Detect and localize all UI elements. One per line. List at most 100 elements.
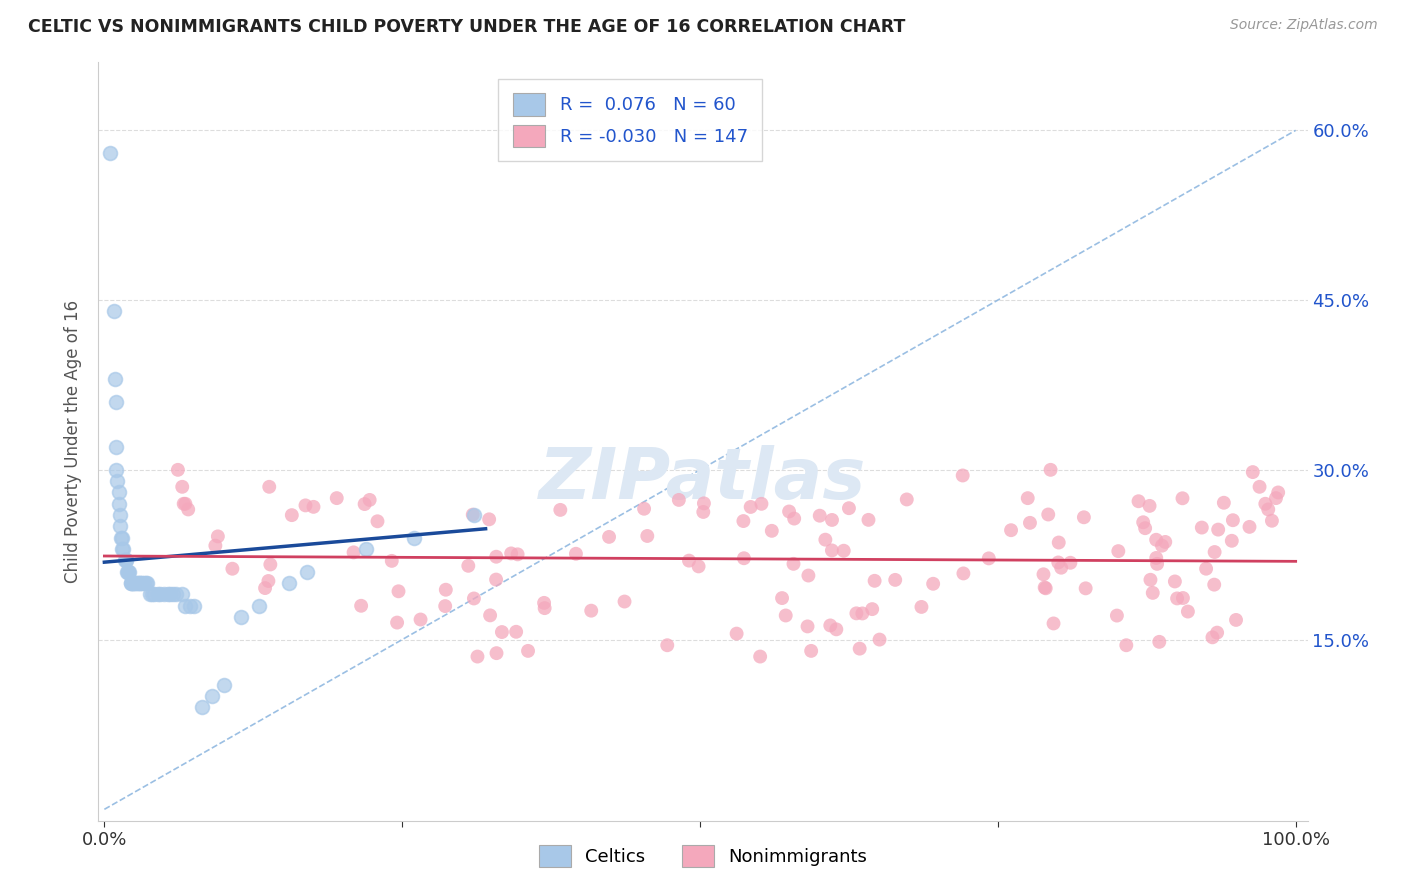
- Point: [162, 587, 184, 601]
- Point: [149, 587, 172, 601]
- Point: [200, 689, 222, 703]
- Point: [517, 644, 540, 658]
- Point: [111, 531, 134, 545]
- Point: [1146, 557, 1168, 571]
- Point: [138, 587, 160, 601]
- Point: [141, 587, 163, 601]
- Point: [1142, 586, 1164, 600]
- Text: CELTIC VS NONIMMIGRANTS CHILD POVERTY UNDER THE AGE OF 16 CORRELATION CHART: CELTIC VS NONIMMIGRANTS CHILD POVERTY UN…: [28, 18, 905, 36]
- Point: [1257, 502, 1279, 516]
- Point: [359, 492, 381, 507]
- Point: [1144, 533, 1167, 547]
- Point: [800, 644, 823, 658]
- Point: [153, 587, 176, 601]
- Point: [120, 576, 142, 591]
- Point: [501, 546, 523, 560]
- Point: [136, 576, 159, 591]
- Point: [165, 587, 187, 601]
- Point: [533, 601, 555, 615]
- Point: [478, 512, 501, 526]
- Point: [257, 574, 280, 588]
- Point: [259, 558, 281, 572]
- Point: [952, 468, 974, 483]
- Point: [1150, 539, 1173, 553]
- Point: [1144, 551, 1167, 566]
- Point: [770, 591, 793, 605]
- Point: [485, 646, 508, 660]
- Point: [434, 599, 457, 613]
- Point: [114, 553, 136, 567]
- Point: [1254, 497, 1277, 511]
- Point: [733, 514, 755, 528]
- Text: Source: ZipAtlas.com: Source: ZipAtlas.com: [1230, 18, 1378, 32]
- Point: [281, 508, 304, 523]
- Point: [1225, 613, 1247, 627]
- Point: [761, 524, 783, 538]
- Point: [112, 542, 135, 557]
- Point: [814, 533, 837, 547]
- Point: [254, 581, 277, 595]
- Point: [117, 565, 139, 579]
- Point: [132, 576, 155, 591]
- Point: [808, 508, 831, 523]
- Point: [778, 504, 800, 518]
- Point: [485, 573, 508, 587]
- Point: [1149, 635, 1171, 649]
- Legend: R =  0.076   N = 60, R = -0.030   N = 147: R = 0.076 N = 60, R = -0.030 N = 147: [499, 79, 762, 161]
- Point: [159, 587, 181, 601]
- Point: [1206, 523, 1229, 537]
- Point: [177, 502, 200, 516]
- Point: [104, 372, 127, 386]
- Point: [98, 145, 121, 160]
- Point: [366, 514, 388, 528]
- Point: [156, 587, 179, 601]
- Point: [127, 576, 149, 591]
- Point: [461, 508, 484, 522]
- Point: [1000, 523, 1022, 537]
- Point: [1042, 616, 1064, 631]
- Point: [1204, 577, 1226, 591]
- Point: [1212, 496, 1234, 510]
- Point: [749, 649, 772, 664]
- Point: [505, 624, 527, 639]
- Point: [1059, 556, 1081, 570]
- Point: [135, 576, 157, 591]
- Point: [129, 576, 152, 591]
- Point: [129, 576, 152, 591]
- Point: [342, 545, 364, 559]
- Point: [121, 576, 143, 591]
- Point: [204, 539, 226, 553]
- Point: [845, 607, 868, 621]
- Point: [105, 395, 128, 409]
- Point: [1047, 556, 1070, 570]
- Point: [179, 599, 201, 613]
- Point: [259, 480, 281, 494]
- Point: [172, 480, 194, 494]
- Point: [247, 599, 270, 613]
- Point: [107, 485, 129, 500]
- Point: [783, 511, 806, 525]
- Point: [231, 610, 253, 624]
- Point: [114, 553, 136, 567]
- Point: [467, 649, 489, 664]
- Point: [633, 501, 655, 516]
- Point: [353, 497, 375, 511]
- Point: [295, 565, 318, 579]
- Point: [863, 574, 886, 588]
- Point: [797, 568, 820, 582]
- Point: [821, 513, 844, 527]
- Point: [1171, 491, 1194, 506]
- Point: [636, 529, 658, 543]
- Point: [183, 599, 205, 613]
- Point: [952, 566, 974, 581]
- Point: [1033, 581, 1056, 595]
- Point: [922, 576, 945, 591]
- Point: [125, 576, 148, 591]
- Point: [1171, 591, 1194, 605]
- Point: [668, 492, 690, 507]
- Point: [1050, 560, 1073, 574]
- Point: [1249, 480, 1271, 494]
- Point: [117, 565, 139, 579]
- Point: [118, 565, 141, 579]
- Point: [381, 554, 404, 568]
